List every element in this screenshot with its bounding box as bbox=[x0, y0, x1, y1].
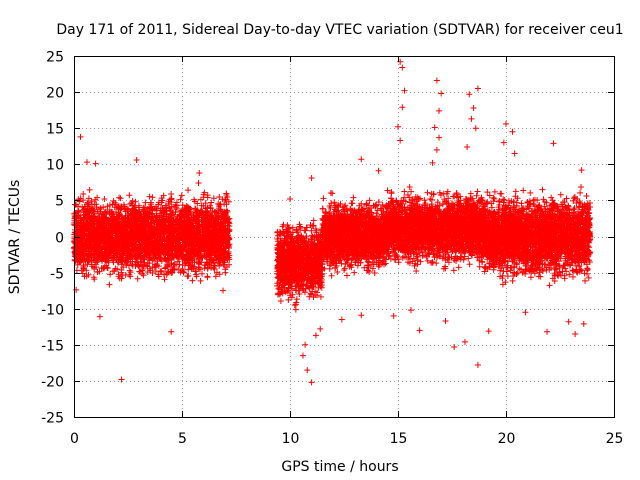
data-point bbox=[341, 266, 348, 273]
data-point bbox=[152, 268, 159, 275]
data-point bbox=[149, 194, 156, 201]
data-point bbox=[86, 186, 93, 193]
data-point bbox=[126, 192, 133, 199]
data-point bbox=[134, 275, 141, 282]
data-point bbox=[146, 193, 153, 200]
data-point bbox=[126, 267, 133, 274]
data-point bbox=[277, 297, 284, 304]
data-point bbox=[127, 269, 134, 276]
data-point bbox=[317, 293, 324, 300]
data-point bbox=[204, 274, 211, 281]
data-point bbox=[212, 273, 219, 280]
data-point bbox=[116, 194, 123, 201]
data-points bbox=[71, 58, 594, 386]
data-point bbox=[160, 192, 167, 199]
data-point bbox=[373, 210, 380, 217]
data-point bbox=[208, 199, 215, 206]
data-point bbox=[292, 306, 299, 313]
data-point bbox=[303, 224, 310, 231]
data-point bbox=[107, 271, 114, 278]
data-point bbox=[101, 196, 108, 203]
data-point bbox=[210, 195, 217, 202]
data-point bbox=[189, 277, 196, 284]
data-point bbox=[216, 262, 223, 269]
data-point bbox=[185, 187, 192, 194]
data-point bbox=[310, 217, 317, 224]
data-point bbox=[140, 272, 147, 279]
data-point bbox=[177, 196, 184, 203]
data-point bbox=[132, 198, 139, 205]
data-point bbox=[79, 270, 86, 277]
data-point bbox=[83, 273, 90, 280]
data-point bbox=[343, 272, 350, 279]
chart-title: Day 171 of 2011, Sidereal Day-to-day VTE… bbox=[56, 22, 623, 38]
data-point bbox=[291, 302, 298, 309]
data-point bbox=[195, 179, 202, 186]
data-point bbox=[197, 277, 204, 284]
data-point bbox=[178, 192, 185, 199]
data-point bbox=[168, 191, 175, 198]
data-point bbox=[296, 291, 303, 298]
data-point bbox=[119, 272, 126, 279]
data-point bbox=[106, 281, 113, 288]
